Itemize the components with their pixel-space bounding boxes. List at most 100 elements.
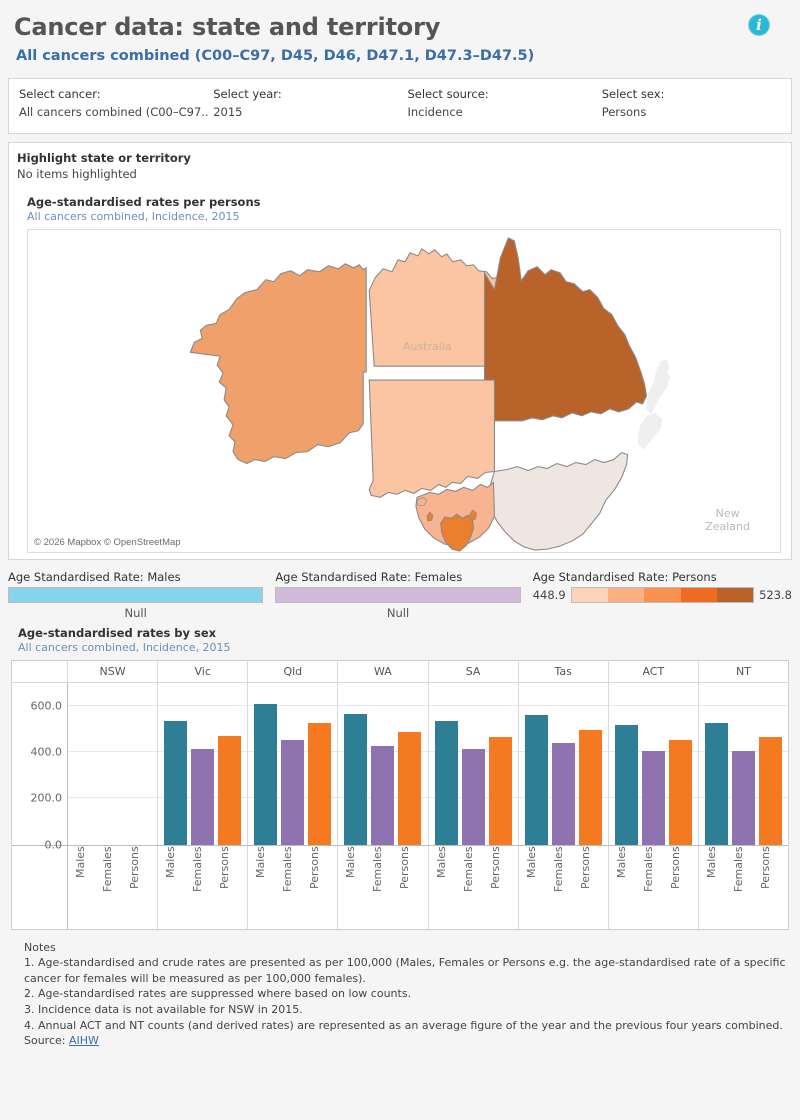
region-vic bbox=[415, 480, 495, 547]
bar-tas-persons[interactable] bbox=[578, 730, 602, 845]
bar-tas-males[interactable] bbox=[524, 714, 548, 845]
notes-source-link[interactable]: AIHW bbox=[68, 1034, 99, 1048]
gridline-600 bbox=[338, 704, 428, 706]
chart-panel-qld bbox=[248, 682, 339, 845]
bar-act-females[interactable] bbox=[641, 751, 665, 845]
select-year[interactable]: Select year: 2015 bbox=[213, 87, 407, 119]
select-source[interactable]: Select source: Incidence bbox=[407, 87, 601, 119]
tick-panel-sa: Males Females Persons bbox=[429, 845, 519, 929]
panel-header-nt: NT bbox=[735, 664, 751, 678]
legend-persons-min: 448.9 bbox=[532, 587, 566, 602]
legend-swatch-1 bbox=[607, 587, 645, 602]
select-sex[interactable]: Select sex: Persons bbox=[602, 87, 781, 119]
region-tas bbox=[440, 513, 475, 552]
legend-swatch-4 bbox=[716, 587, 754, 602]
bar-wa-females[interactable] bbox=[371, 746, 395, 845]
tick-label-qld-persons: Persons bbox=[308, 845, 322, 889]
bar-qld-males[interactable] bbox=[254, 704, 278, 845]
tick-panel-wa: Males Females Persons bbox=[338, 845, 429, 929]
tick-label-tas-persons: Persons bbox=[578, 845, 592, 889]
legend-persons-gradient bbox=[570, 586, 755, 603]
bar-qld-persons[interactable] bbox=[308, 723, 332, 845]
legend-row: Age Standardised Rate: Males Null Age St… bbox=[8, 570, 792, 620]
panel-header-act: ACT bbox=[609, 660, 699, 682]
tick-label-vic-females: Females bbox=[191, 845, 205, 892]
panel-header-spacer bbox=[12, 660, 68, 682]
new-zealand-shape bbox=[637, 358, 671, 450]
choropleth-map[interactable]: Australia New Zealand © 2026 Mapbox © Op… bbox=[27, 228, 781, 553]
chart-y-axis: 600.0 400.0 200.0 0.0 bbox=[12, 682, 68, 851]
bar-sa-females[interactable] bbox=[461, 749, 485, 845]
chart-panel-sa bbox=[428, 682, 519, 845]
bar-nt-males[interactable] bbox=[704, 722, 728, 845]
panel-header-sa: SA bbox=[429, 660, 519, 682]
bar-vic-persons[interactable] bbox=[218, 736, 242, 845]
chart-panel-wa bbox=[338, 682, 429, 845]
note-item-4: 4. Annual ACT and NT counts (and derived… bbox=[24, 1018, 783, 1032]
bass-islet bbox=[416, 496, 428, 506]
legend-females: Age Standardised Rate: Females Null bbox=[275, 569, 521, 620]
bar-wa-males[interactable] bbox=[344, 714, 368, 845]
legend-males-swatch bbox=[8, 586, 264, 603]
region-wa bbox=[189, 262, 367, 464]
tick-label-wa-females: Females bbox=[371, 845, 385, 892]
chart-panels bbox=[68, 682, 788, 845]
select-sex-value[interactable]: Persons bbox=[601, 104, 647, 119]
tick-panel-qld: Males Females Persons bbox=[248, 845, 339, 929]
y-tick-0: 0.0 bbox=[44, 838, 63, 852]
chart-panel-nt bbox=[698, 683, 788, 845]
bar-qld-females[interactable] bbox=[281, 739, 305, 845]
chart-panel-vic bbox=[158, 682, 249, 845]
select-cancer-label: Select cancer: bbox=[19, 86, 101, 101]
chart-panel-act bbox=[608, 682, 699, 845]
select-cancer-value[interactable]: All cancers combined (C00–C97.. bbox=[19, 104, 209, 119]
tick-label-act-persons: Persons bbox=[668, 845, 682, 889]
legend-females-title: Age Standardised Rate: Females bbox=[275, 569, 463, 584]
nz-line-1: New bbox=[715, 507, 740, 521]
bar-act-males[interactable] bbox=[614, 725, 638, 845]
legend-males-title: Age Standardised Rate: Males bbox=[8, 569, 181, 584]
legend-swatch-3 bbox=[680, 587, 717, 602]
gridline-600 bbox=[518, 704, 608, 706]
map-neighbour-label: New Zealand bbox=[705, 507, 750, 533]
bar-sa-males[interactable] bbox=[434, 720, 458, 845]
chart-plot-row: 600.0 400.0 200.0 0.0 bbox=[12, 682, 788, 851]
legend-persons-scale: 448.9 523.8 bbox=[532, 586, 792, 603]
map-attribution[interactable]: © 2026 Mapbox © OpenStreetMap bbox=[34, 536, 181, 548]
bar-nt-persons[interactable] bbox=[758, 736, 782, 845]
gridline-200 bbox=[68, 797, 158, 799]
region-nsw bbox=[485, 451, 629, 551]
panel-header-wa: WA bbox=[338, 660, 429, 682]
map-title: Age-standardised rates per persons bbox=[27, 194, 261, 209]
select-source-value[interactable]: Incidence bbox=[407, 104, 463, 119]
select-source-label: Select source: bbox=[407, 86, 489, 101]
panel-header-qld: Qld bbox=[248, 660, 339, 682]
australia-map-svg[interactable] bbox=[28, 230, 780, 552]
gridline-600 bbox=[428, 704, 518, 706]
bar-wa-persons[interactable] bbox=[398, 731, 422, 845]
legend-persons: Age Standardised Rate: Persons 448.9 523… bbox=[533, 570, 792, 620]
legend-females-value: Null bbox=[386, 605, 410, 620]
bar-sa-persons[interactable] bbox=[488, 737, 512, 845]
legend-males: Age Standardised Rate: Males Null bbox=[8, 569, 264, 620]
legend-persons-title: Age Standardised Rate: Persons bbox=[532, 569, 717, 584]
note-item-1: 1. Age-standardised and crude rates are … bbox=[24, 956, 786, 985]
tick-panel-nsw: Males Females Persons bbox=[68, 845, 159, 929]
nz-line-2: Zealand bbox=[705, 519, 750, 533]
page-title: Cancer data: state and territory bbox=[14, 13, 441, 41]
tick-label-sa-females: Females bbox=[461, 845, 475, 892]
select-cancer[interactable]: Select cancer: All cancers combined (C00… bbox=[19, 87, 213, 119]
info-icon[interactable]: i bbox=[748, 14, 770, 36]
bar-tas-females[interactable] bbox=[551, 743, 575, 845]
region-qld bbox=[483, 236, 648, 421]
gridline-400 bbox=[68, 751, 158, 753]
bar-act-persons[interactable] bbox=[668, 740, 692, 845]
bar-vic-females[interactable] bbox=[191, 748, 215, 845]
bar-vic-males[interactable] bbox=[164, 721, 188, 845]
highlight-value[interactable]: No items highlighted bbox=[17, 166, 137, 181]
chart-panel-nsw bbox=[68, 682, 159, 845]
bar-nt-females[interactable] bbox=[731, 750, 755, 845]
page-subtitle: All cancers combined (C00–C97, D45, D46,… bbox=[16, 47, 535, 64]
select-year-value[interactable]: 2015 bbox=[213, 104, 243, 119]
